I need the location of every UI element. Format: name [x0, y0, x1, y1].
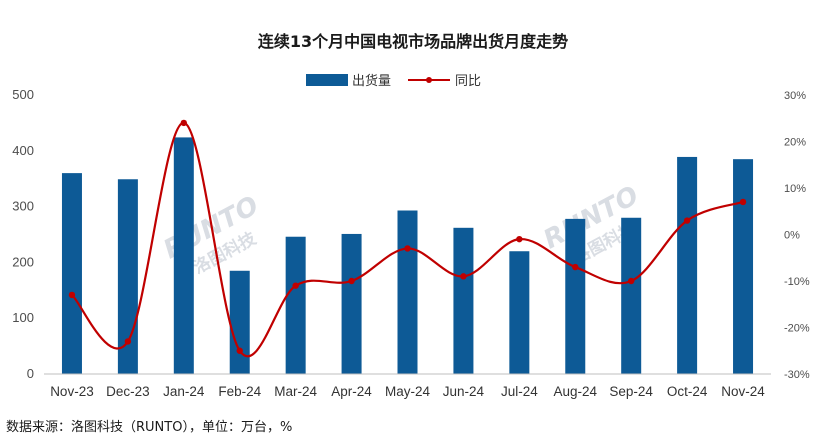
yoy-point-Oct-24 [683, 217, 691, 224]
bar-Apr-24 [341, 233, 362, 374]
bar-Jun-24 [453, 227, 474, 374]
y-right-tick-label: 20% [784, 137, 806, 149]
y-right-tick-label: -10% [784, 276, 810, 288]
x-tick-label: Jul-24 [501, 384, 538, 399]
x-tick-label: Dec-23 [106, 384, 150, 399]
y-left-tick-label: 200 [12, 254, 34, 269]
source-note: 数据来源：洛图科技（RUNTO），单位：万台，% [6, 420, 292, 435]
y-left-tick-label: 500 [12, 87, 34, 102]
legend-marker-yoy [426, 77, 432, 83]
yoy-point-Nov-24 [739, 198, 747, 206]
bar-Sep-24 [621, 217, 642, 374]
legend-label-yoy: 同比 [455, 74, 481, 89]
bar-Aug-24 [565, 218, 586, 374]
legend-label-shipments: 出货量 [352, 73, 391, 89]
y-left-tick-label: 0 [27, 366, 34, 381]
bar-Nov-24 [733, 159, 754, 374]
x-tick-label: Jan-24 [163, 384, 205, 399]
x-tick-label: Sep-24 [609, 384, 653, 399]
yoy-point-Jun-24 [460, 273, 467, 280]
legend: 出货量 同比 [306, 73, 481, 89]
x-tick-label: May-24 [385, 384, 431, 399]
yoy-point-Aug-24 [572, 263, 579, 271]
bar-Dec-23 [117, 179, 138, 374]
x-tick-label: Aug-24 [553, 384, 597, 399]
x-tick-label: Nov-24 [721, 384, 765, 399]
bar-May-24 [397, 210, 418, 374]
y-axis-left: 0 100 200 300 400 500 [12, 87, 34, 381]
x-tick-label: Feb-24 [218, 384, 261, 399]
bar-Oct-24 [677, 156, 698, 374]
y-right-tick-label: 30% [784, 90, 806, 102]
chart-title: 连续13个月中国电视市场品牌出货月度走势 [258, 32, 568, 51]
y-right-tick-label: -30% [784, 369, 810, 381]
bar-Mar-24 [285, 236, 306, 374]
yoy-point-Jan-24 [180, 119, 188, 127]
x-tick-label: Apr-24 [331, 384, 372, 399]
bar-Feb-24 [229, 270, 250, 374]
yoy-point-May-24 [404, 245, 411, 252]
bar-Jul-24 [509, 251, 530, 374]
y-left-tick-label: 300 [12, 199, 34, 214]
yoy-point-Dec-23 [124, 338, 132, 345]
y-right-tick-label: 10% [784, 183, 806, 195]
bar-series [61, 137, 754, 374]
bar-Jan-24 [173, 137, 194, 374]
yoy-point-Feb-24 [236, 347, 243, 354]
yoy-point-Apr-24 [348, 277, 355, 285]
yoy-point-Nov-23 [68, 291, 76, 299]
y-left-tick-label: 100 [12, 310, 34, 325]
line-series [68, 119, 747, 358]
yoy-point-Mar-24 [292, 282, 299, 289]
x-tick-label: Jun-24 [443, 384, 485, 399]
x-tick-label: Mar-24 [274, 384, 317, 399]
legend-swatch-shipments [306, 74, 348, 86]
x-tick-label: Oct-24 [667, 384, 708, 399]
yoy-point-Sep-24 [627, 277, 635, 285]
y-right-tick-label: 0% [784, 230, 800, 242]
x-axis: Nov-23 Dec-23 Jan-24 Feb-24 Mar-24 Apr-24 May-… [50, 384, 765, 399]
y-right-tick-label: -20% [784, 323, 810, 335]
y-axis-right: -30% -20% -10% 0% 10% 20% 30% [784, 90, 810, 381]
bar-Nov-23 [61, 173, 82, 374]
x-tick-label: Nov-23 [50, 384, 94, 399]
yoy-point-Jul-24 [516, 235, 523, 243]
y-left-tick-label: 400 [12, 143, 34, 158]
